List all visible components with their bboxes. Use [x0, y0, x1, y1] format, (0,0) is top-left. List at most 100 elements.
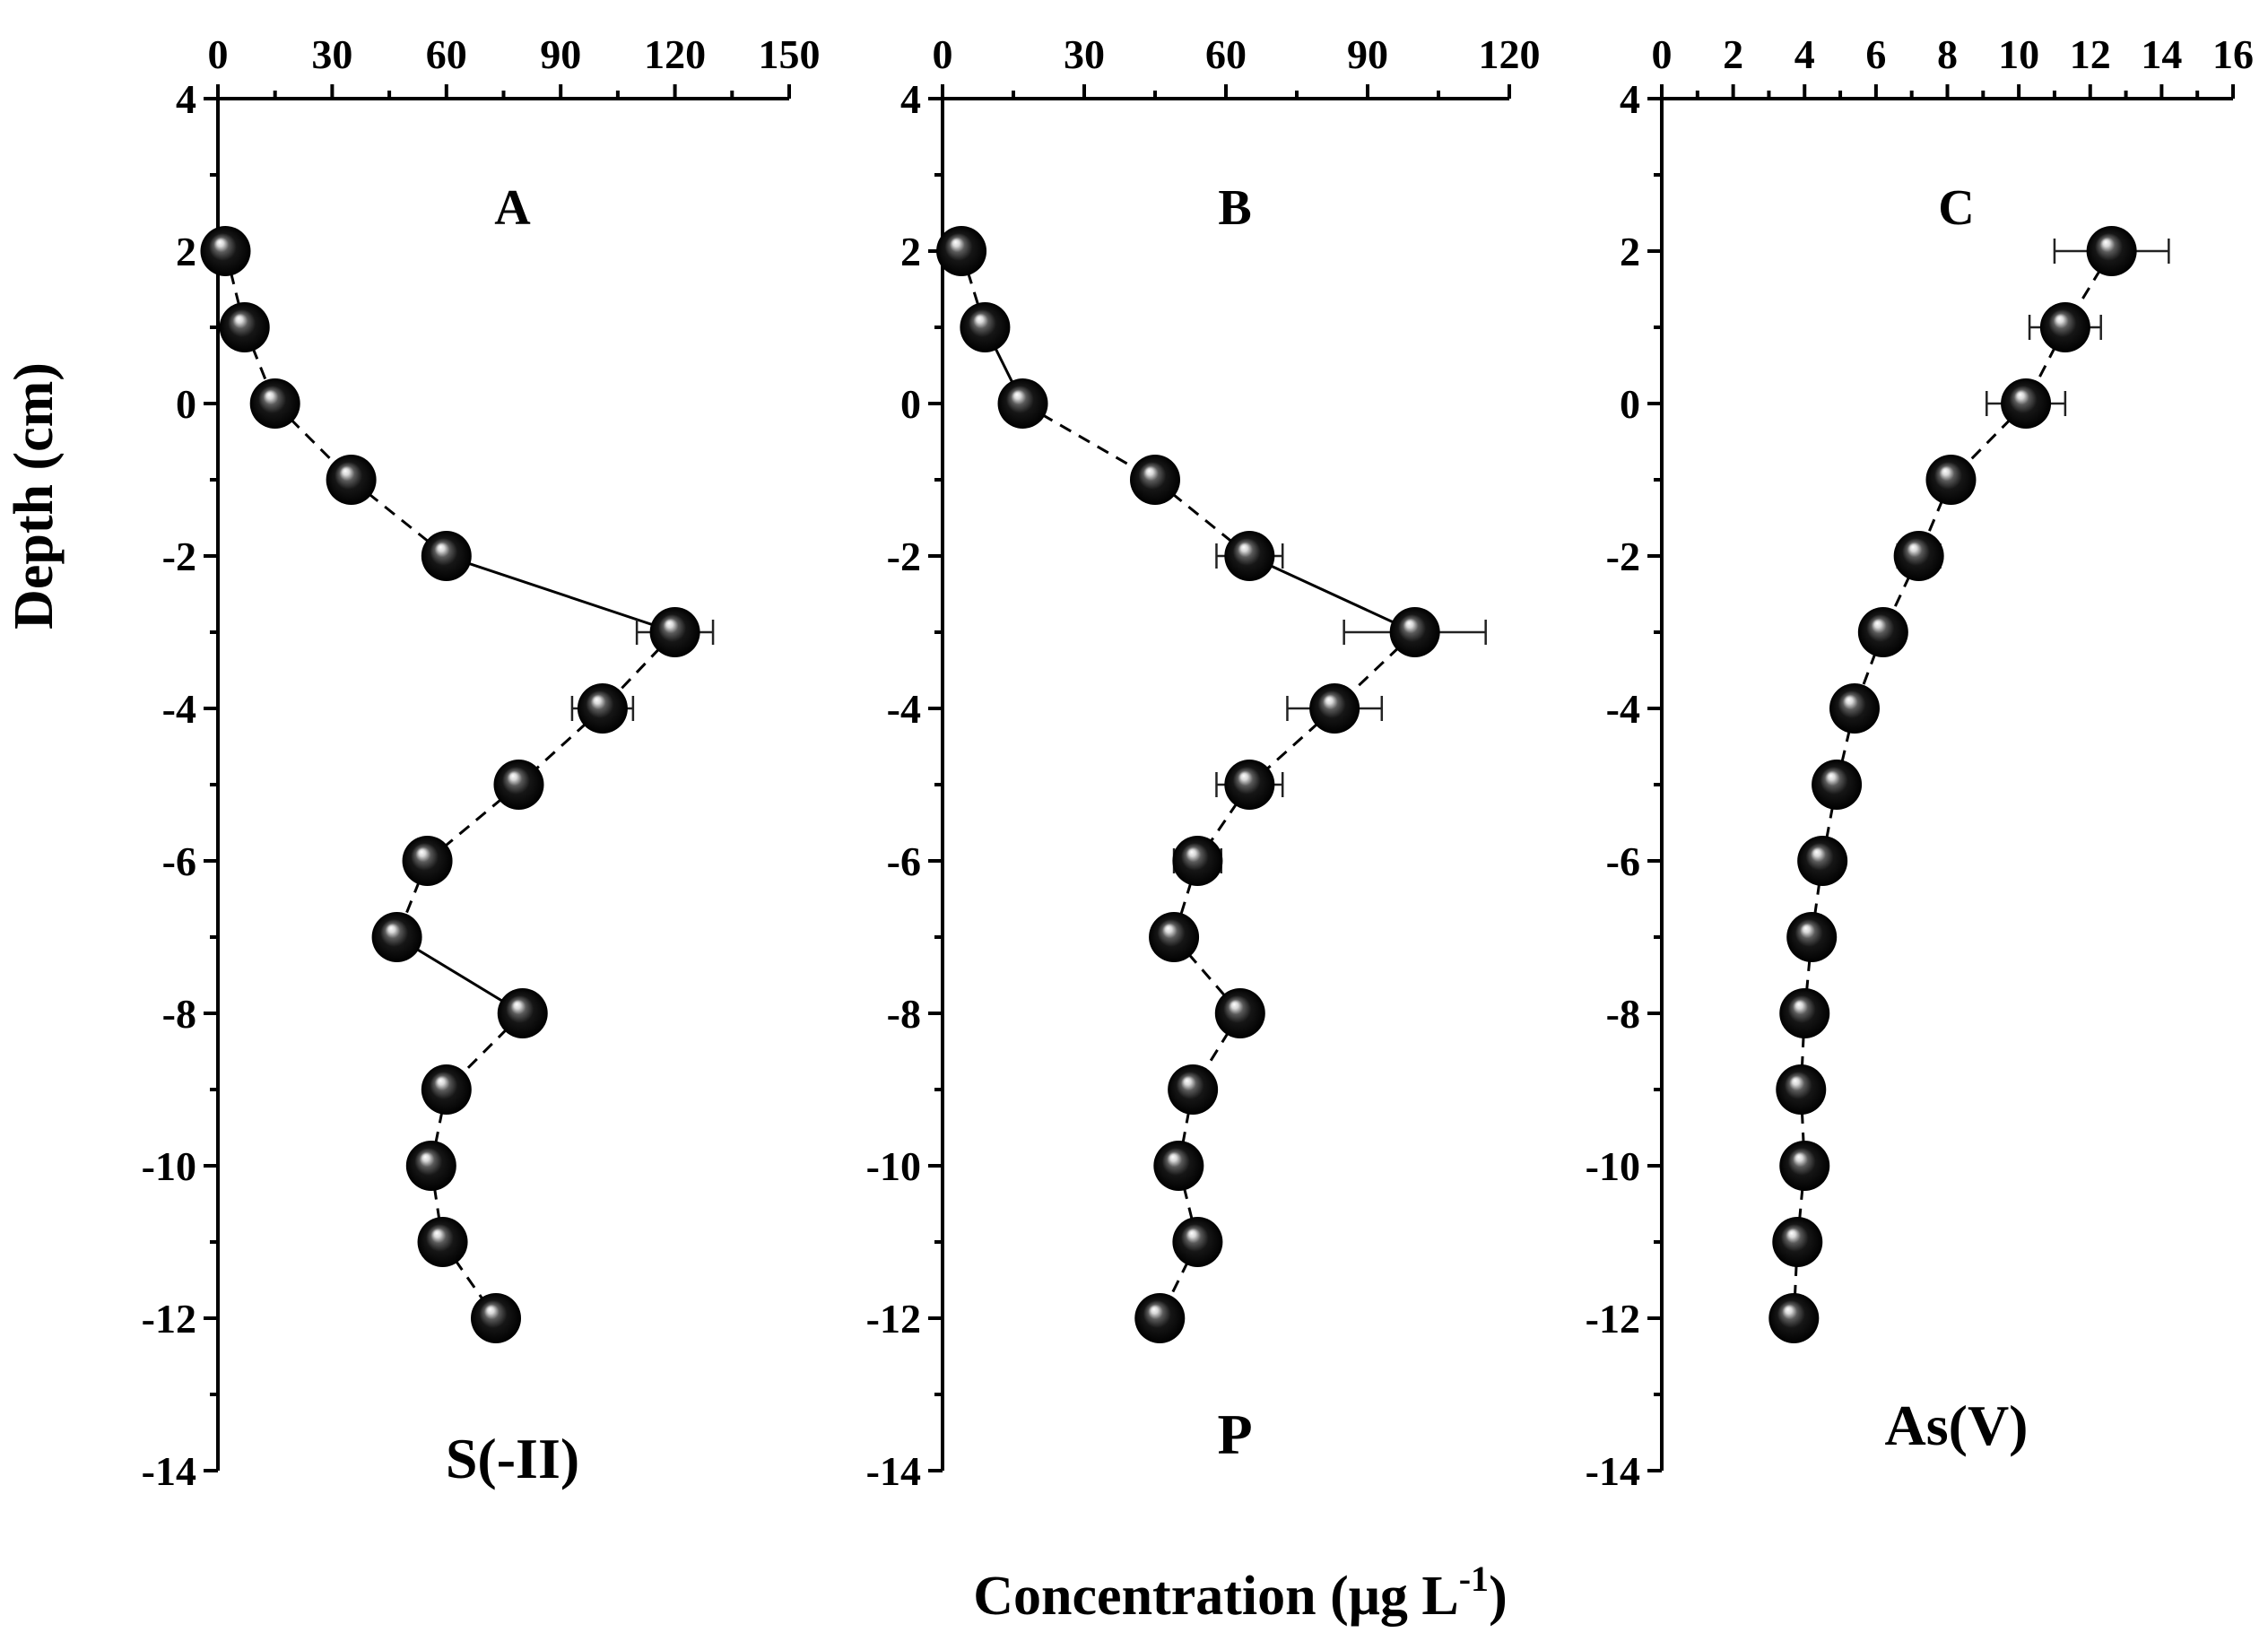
data-point	[649, 607, 700, 657]
y-tick-label: -4	[1606, 686, 1640, 732]
data-point	[1812, 760, 1863, 810]
data-point	[1309, 683, 1360, 734]
data-point	[371, 912, 422, 962]
y-tick-label: -10	[1586, 1143, 1640, 1189]
y-tick-label: -14	[1586, 1448, 1640, 1494]
y-tick-label: -10	[866, 1143, 921, 1189]
y-tick-label: -2	[887, 534, 921, 579]
panel-letter: B	[1218, 180, 1251, 236]
y-tick-label: 0	[176, 381, 196, 427]
y-tick-label: -12	[142, 1296, 196, 1342]
y-tick-label: 4	[900, 76, 921, 122]
panels: 420-2-4-6-8-10-12-140 30 60 90 120 150AS(-II)…	[142, 31, 2254, 1494]
data-point	[2001, 378, 2052, 429]
x-tick-label: 60	[426, 31, 467, 77]
panel-letter: C	[1938, 180, 1974, 236]
data-point	[936, 226, 987, 276]
data-point	[1153, 1141, 1204, 1191]
data-point	[960, 302, 1011, 352]
x-tick-label: 12	[2070, 31, 2111, 77]
data-point	[1172, 1217, 1223, 1267]
y-tick-label: 0	[1620, 381, 1640, 427]
data-point	[1134, 1293, 1186, 1343]
species-label: P	[1217, 1402, 1252, 1466]
data-point	[1168, 1064, 1219, 1115]
data-point	[421, 1064, 472, 1115]
data-point	[1149, 912, 1200, 962]
y-tick-label: 4	[176, 76, 196, 122]
x-tick-label: 120	[1479, 31, 1541, 77]
y-tick-label: 0	[900, 381, 921, 427]
series-segment	[446, 554, 676, 634]
data-point	[1224, 760, 1275, 810]
data-point	[1772, 1217, 1823, 1267]
y-tick-label: -14	[142, 1448, 196, 1494]
data-point	[421, 531, 472, 581]
x-tick-label: 30	[311, 31, 352, 77]
data-point	[1797, 836, 1848, 886]
data-point	[402, 836, 453, 886]
x-axis-title-superscript: -1	[1459, 1559, 1489, 1599]
data-point	[2086, 226, 2137, 276]
x-tick-label: 120	[644, 31, 706, 77]
x-tick-label: 6	[1865, 31, 1886, 77]
x-tick-label: 8	[1937, 31, 1958, 77]
x-tick-label: 14	[2141, 31, 2182, 77]
y-axis-title: Depth (cm)	[4, 362, 65, 630]
data-point	[1130, 455, 1180, 505]
x-tick-label: 60	[1205, 31, 1247, 77]
data-point	[1224, 531, 1275, 581]
series-segment	[1021, 402, 1156, 482]
data-point	[1925, 455, 1977, 505]
data-point	[1389, 607, 1440, 657]
data-point	[1786, 912, 1838, 962]
data-point	[1768, 1293, 1820, 1343]
y-tick-label: 2	[176, 229, 196, 274]
y-tick-label: 2	[1620, 229, 1640, 274]
x-tick-label: 2	[1723, 31, 1743, 77]
data-point	[326, 455, 377, 505]
data-point	[405, 1141, 456, 1191]
x-tick-label: 90	[540, 31, 581, 77]
x-axis-title: Concentration (μg L-1)	[973, 1559, 1507, 1627]
series-segment	[441, 1241, 498, 1319]
x-axis-title-main: Concentration (μg L	[973, 1566, 1458, 1627]
data-point	[2039, 302, 2090, 352]
x-tick-label: 0	[1652, 31, 1673, 77]
data-point	[219, 302, 270, 352]
x-tick-label: 0	[933, 31, 953, 77]
data-point	[1172, 836, 1223, 886]
data-point	[471, 1293, 522, 1343]
data-point	[200, 226, 251, 276]
data-point	[1829, 683, 1880, 734]
panel-a: 4 2 0 -2 -4 -6 -8 -10 -12 -14 0 30 60 90 120 150 A S(-II)	[142, 31, 821, 1494]
series-segment	[1248, 554, 1416, 634]
data-point	[1779, 988, 1830, 1038]
data-point	[497, 988, 548, 1038]
y-tick-label: -12	[866, 1296, 921, 1342]
data-point	[1857, 607, 1908, 657]
y-tick-label: -8	[162, 991, 196, 1037]
x-tick-label: 16	[2212, 31, 2254, 77]
data-point	[1214, 988, 1265, 1038]
panel-b: 4 2 0 -2 -4 -6 -8 -10 -12 -14 0 30 60 90 120 B P	[866, 31, 1541, 1494]
species-label: S(-II)	[446, 1427, 579, 1490]
species-label: As(V)	[1885, 1394, 2029, 1457]
data-point	[1776, 1064, 1827, 1115]
x-tick-label: 30	[1064, 31, 1105, 77]
y-tick-label: -14	[866, 1448, 921, 1494]
y-tick-label: 2	[900, 229, 921, 274]
data-point	[493, 760, 544, 810]
data-point	[249, 378, 300, 429]
y-tick-label: -12	[1586, 1296, 1640, 1342]
y-tick-label: -8	[1606, 991, 1640, 1037]
y-tick-label: -2	[1606, 534, 1640, 579]
panel-c: 4 2 0 -2 -4 -6 -8 -10 -12 -14 0 2 4 6 8 10 12 14 16 C As(V)	[1586, 31, 2254, 1494]
x-axis-title-close: )	[1489, 1566, 1508, 1627]
y-tick-label: -6	[1606, 838, 1640, 884]
y-tick-label: -10	[142, 1143, 196, 1189]
x-tick-label: 0	[208, 31, 229, 77]
series-segment	[1172, 936, 1241, 1014]
y-tick-label: -2	[162, 534, 196, 579]
